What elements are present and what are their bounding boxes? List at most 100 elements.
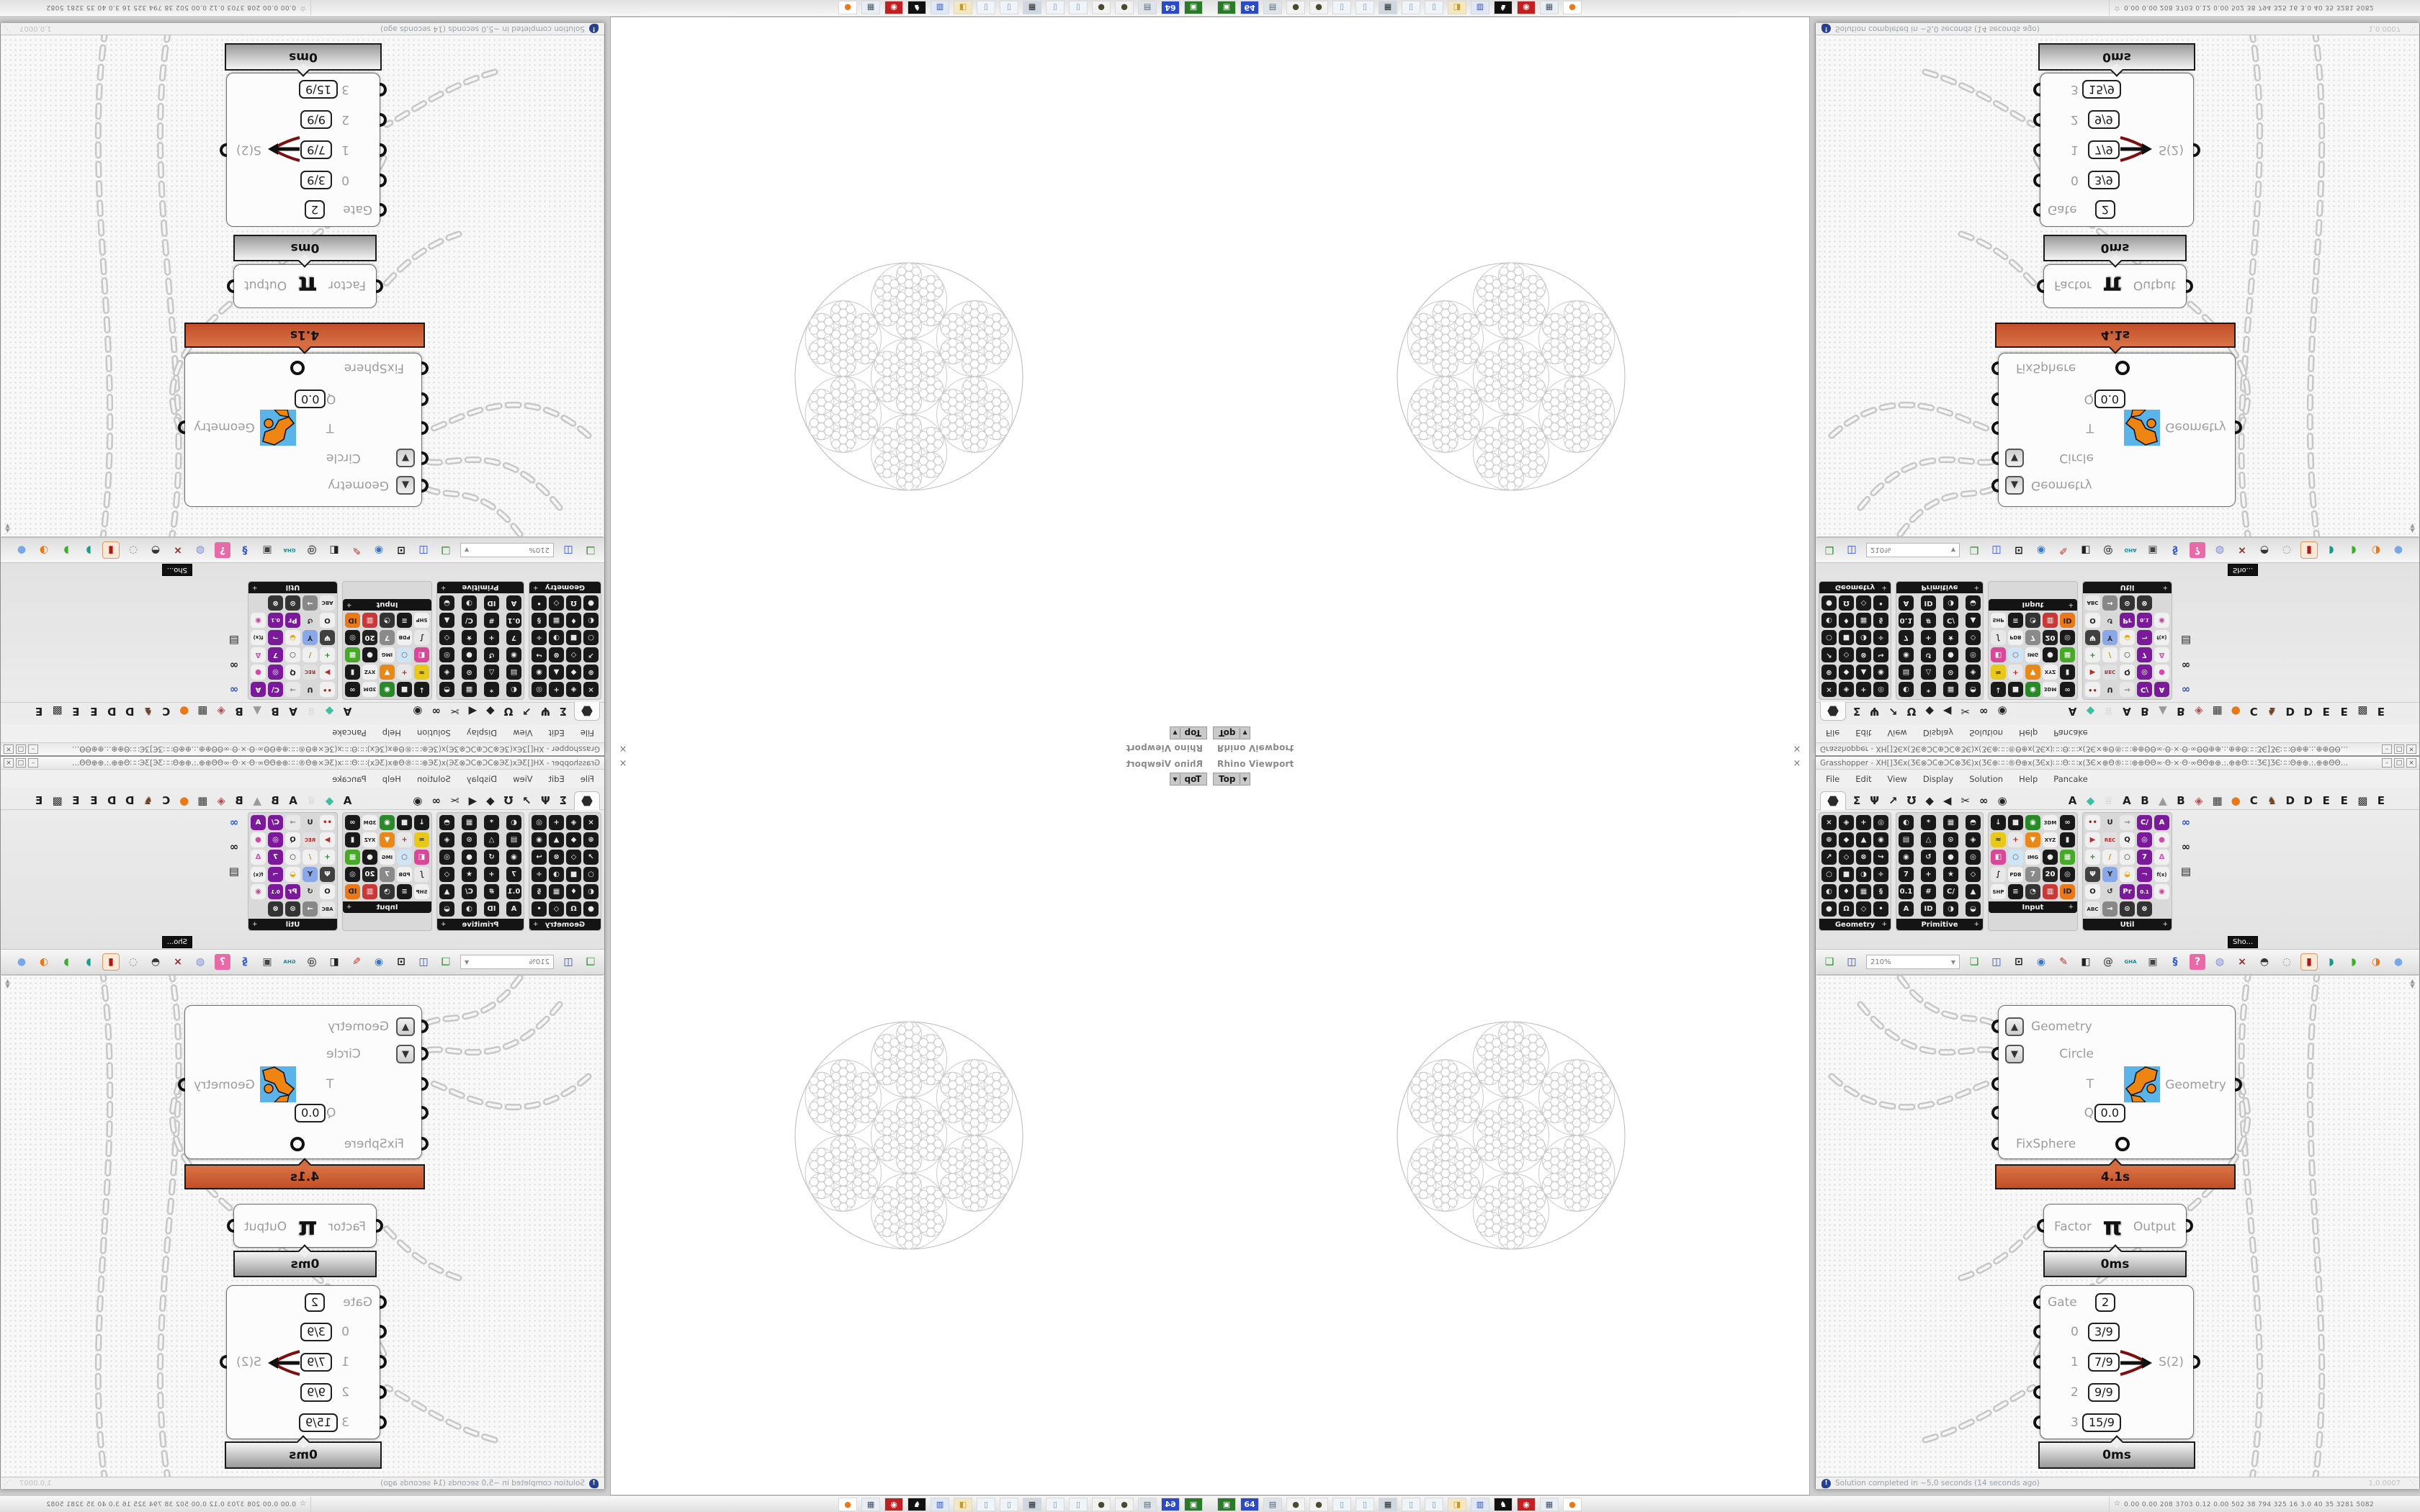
ribbon-tab[interactable]: ♞ xyxy=(2267,705,2277,718)
ribbon-tab[interactable]: E xyxy=(2377,705,2385,718)
q-value-box[interactable]: 0.0 xyxy=(295,1104,326,1122)
component-icon[interactable]: ○ xyxy=(1821,630,1837,645)
toolbar-icon[interactable]: ◗ xyxy=(63,544,69,556)
taskbar-app-icon[interactable]: ▯ xyxy=(1425,1498,1443,1511)
ribbon-tab-icon[interactable]: Ψ xyxy=(541,794,550,807)
component-icon[interactable]: ◧ xyxy=(1991,850,2006,865)
component-icon[interactable]: ◉ xyxy=(251,613,266,628)
ribbon-tab-icon[interactable]: Ʊ xyxy=(503,794,514,807)
component-icon[interactable]: ⊗ xyxy=(1856,647,1871,662)
component-icon[interactable]: U xyxy=(2102,682,2118,697)
ribbon-tab[interactable]: ● xyxy=(2231,705,2241,718)
component-icon[interactable]: IMG xyxy=(380,647,395,662)
component-icon[interactable]: ▦ xyxy=(1943,682,1958,697)
palette-overflow-icon[interactable]: ▤ xyxy=(228,865,240,878)
close-button[interactable]: × xyxy=(2406,758,2416,768)
component-icon[interactable]: ◒ xyxy=(2120,630,2135,645)
open-file-icon[interactable]: ❑ xyxy=(1824,956,1834,968)
component-icon[interactable]: ▲ xyxy=(549,665,564,680)
ribbon-tab[interactable]: ♞ xyxy=(143,794,153,807)
component-icon[interactable]: ◎ xyxy=(345,867,360,882)
taskbar-app-icon[interactable]: ▯ xyxy=(1046,1,1065,14)
component-icon[interactable]: ◓ xyxy=(439,682,454,697)
toolbar-icon[interactable]: ◉ xyxy=(2036,544,2046,556)
menu-help[interactable]: Help xyxy=(2019,728,2038,739)
taskbar-app-icon[interactable]: ◨ xyxy=(954,1498,972,1511)
palette-footer[interactable]: Util + xyxy=(248,919,337,930)
save-file-icon[interactable]: ◫ xyxy=(563,956,573,968)
component-icon[interactable]: ▥ xyxy=(2043,884,2058,899)
tab-params-selected[interactable] xyxy=(574,791,600,810)
component-icon[interactable]: → xyxy=(2102,595,2118,611)
resize-grip-icon[interactable]: ⋱ xyxy=(2409,1480,2416,1487)
toolbar-icon[interactable]: ◍ xyxy=(2215,956,2225,968)
component-icon[interactable]: ■ xyxy=(1839,867,1854,882)
component-icon[interactable]: ▥ xyxy=(362,884,377,899)
toolbar-icon[interactable]: ⊡ xyxy=(397,544,405,556)
component-icon[interactable]: ⊕ xyxy=(1821,665,1837,680)
component-icon[interactable]: Ω xyxy=(566,901,581,917)
taskbar-app-icon[interactable]: ▯ xyxy=(1402,1,1420,14)
component-icon[interactable]: ⊕ xyxy=(1821,832,1837,847)
ribbon-tab-icon[interactable]: ↗ xyxy=(522,794,532,807)
palette-footer[interactable]: Primitive + xyxy=(1896,919,1983,930)
toolbar-icon[interactable]: ⊡ xyxy=(2015,544,2023,556)
component-icon[interactable]: C/ xyxy=(1943,884,1958,899)
input-grip-q[interactable] xyxy=(1991,1106,1999,1120)
canvas-scroll-arrows[interactable]: ▲ ▼ xyxy=(5,978,10,989)
maximize-button[interactable]: □ xyxy=(2394,744,2404,754)
ribbon-tab[interactable]: ◆ xyxy=(2086,705,2095,718)
toolbar-icon[interactable]: ◍ xyxy=(195,956,205,968)
taskbar-app-icon[interactable]: ▯ xyxy=(1402,1498,1420,1511)
component-icon[interactable]: / xyxy=(302,647,318,662)
component-icon[interactable]: Δ xyxy=(2154,647,2169,662)
component-icon[interactable]: ◓ xyxy=(1966,682,1981,697)
ribbon-tab-icon[interactable]: ◉ xyxy=(413,705,423,718)
save-file-icon[interactable]: ◫ xyxy=(1847,956,1857,968)
component-icon[interactable]: ↺ xyxy=(2102,884,2118,899)
component-icon[interactable]: × xyxy=(1821,815,1837,830)
menu-file[interactable]: File xyxy=(580,773,594,784)
open-file-icon[interactable]: ❑ xyxy=(586,544,596,556)
toolbar-icon[interactable]: ● xyxy=(2393,544,2403,556)
taskbar-app-icon[interactable]: ◉ xyxy=(1517,1,1536,14)
ribbon-tab-icon[interactable]: ✂ xyxy=(1960,705,1971,718)
save-file-icon[interactable]: ◫ xyxy=(1847,544,1857,556)
taskbar-app-icon[interactable]: ▯ xyxy=(1355,1,1374,14)
component-icon[interactable]: ◉ xyxy=(380,682,395,697)
ribbon-tab[interactable]: ▲ xyxy=(2159,705,2167,718)
component-icon[interactable]: § xyxy=(1873,884,1888,899)
component-icon[interactable]: ○ xyxy=(2008,647,2023,662)
component-icon[interactable]: × xyxy=(1821,682,1837,697)
component-icon[interactable]: REC xyxy=(302,832,318,847)
ribbon-tab[interactable]: B xyxy=(2177,794,2185,807)
menu-solution[interactable]: Solution xyxy=(416,773,451,784)
ribbon-tab[interactable]: ● xyxy=(2231,794,2241,807)
component-icon[interactable]: * xyxy=(484,815,499,830)
ribbon-tab-icon[interactable]: Ʊ xyxy=(503,705,514,718)
graft-down-button[interactable]: ▼ xyxy=(2005,1045,2024,1063)
component-icon[interactable]: ▶ xyxy=(2085,832,2100,847)
toolbar-icon[interactable]: × xyxy=(174,544,182,556)
taskbar-app-icon[interactable]: ◉ xyxy=(884,1,903,14)
component-pi[interactable]: Factor π Output xyxy=(2037,264,2193,308)
component-icon[interactable]: ÷ xyxy=(532,630,547,645)
component-icon[interactable]: ↺ xyxy=(302,613,318,628)
component-icon[interactable]: ▦ xyxy=(1856,884,1871,899)
taskbar-app-icon[interactable]: ◨ xyxy=(954,1,972,14)
value-box-3[interactable]: 15/9 xyxy=(2082,80,2121,99)
component-icon[interactable]: ÷ xyxy=(1873,867,1888,882)
taskbar-app-icon[interactable]: ▯ xyxy=(1069,1498,1088,1511)
component-icon[interactable]: ↓ xyxy=(1991,815,2006,830)
ribbon-tab[interactable]: E xyxy=(2340,794,2348,807)
toolbar-icon[interactable]: ✎ xyxy=(352,544,361,556)
ribbon-tab-icon[interactable]: ◀ xyxy=(1942,794,1952,807)
ribbon-tab-icon[interactable]: Σ xyxy=(1853,794,1861,807)
ribbon-tab[interactable]: D xyxy=(2285,794,2295,807)
menu-display[interactable]: Display xyxy=(1922,728,1954,739)
component-icon[interactable]: ◐ xyxy=(506,682,521,697)
toolbar-icon[interactable]: ◌ xyxy=(128,544,138,556)
menu-view[interactable]: View xyxy=(1887,773,1907,784)
component-icon[interactable]: ÷ xyxy=(532,867,547,882)
toolbar-icon[interactable]: ◑ xyxy=(39,544,49,556)
